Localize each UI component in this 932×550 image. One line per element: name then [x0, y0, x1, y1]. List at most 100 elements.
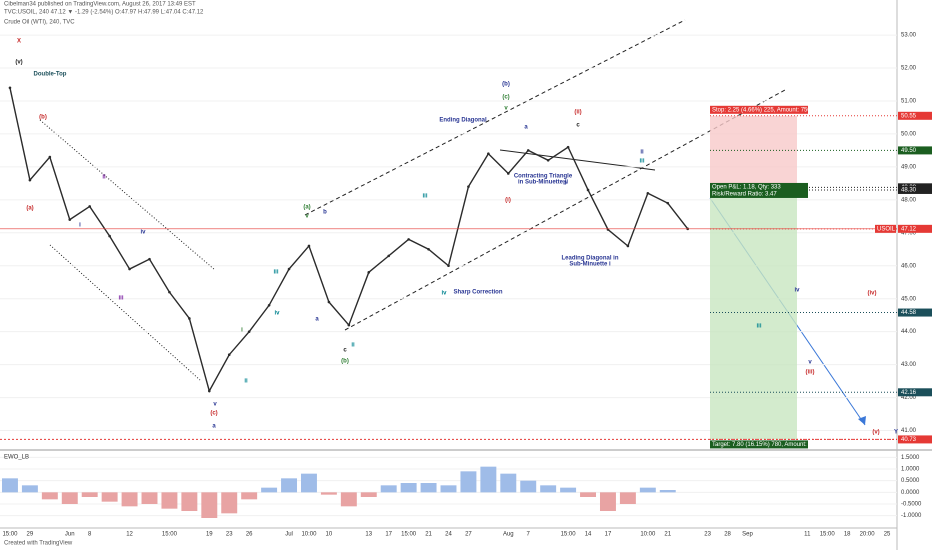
ewo-bar	[300, 473, 317, 493]
x-tick-label: 8	[88, 532, 92, 538]
ewo-bar	[360, 492, 377, 497]
wave-label: i	[241, 328, 243, 334]
ewo-bar	[141, 492, 158, 504]
ewo-bar	[41, 492, 58, 500]
wave-label: b	[323, 210, 327, 216]
ewo-bar	[580, 492, 597, 497]
y-tick-label: 47.00	[901, 230, 917, 236]
ewo-bar	[161, 492, 178, 509]
price-point	[68, 218, 72, 221]
ewo-bar	[241, 492, 258, 500]
stop-zone	[710, 115, 797, 190]
wave-label: iv	[441, 291, 447, 297]
x-tick-label: 15:00	[820, 532, 836, 538]
price-tag	[898, 111, 932, 120]
x-tick-label: 26	[246, 532, 253, 538]
price-point	[307, 244, 311, 248]
wave-label: a	[315, 317, 319, 323]
x-tick-label: 29	[27, 532, 34, 538]
wave-label: ii	[102, 175, 106, 181]
price-point	[347, 323, 351, 327]
ewo-bar	[121, 492, 138, 507]
x-tick-label: 27	[465, 532, 472, 538]
price-point	[168, 290, 171, 294]
wave-label: iv	[140, 230, 146, 236]
y-tick-label: 1.0000	[901, 467, 920, 473]
price-point	[48, 155, 52, 159]
wave-label: iii	[118, 296, 123, 302]
ewo-bar	[599, 492, 616, 511]
x-tick-label: 17	[385, 532, 392, 538]
wave-label: iii	[756, 324, 761, 330]
price-point	[487, 152, 490, 156]
ewo-bar	[101, 492, 118, 502]
x-tick-label: 13	[365, 532, 372, 538]
price-point	[626, 244, 630, 248]
wave-label: c	[576, 123, 580, 129]
x-tick-label: 24	[445, 532, 452, 538]
wave-label: Sharp Correction	[453, 290, 502, 296]
trade-label-bg	[710, 105, 808, 114]
wave-label: a	[212, 424, 216, 430]
price-point	[227, 353, 231, 357]
trade-label: Stop: 2.25 (4.66%) 225, Amount: 750.25	[712, 107, 820, 113]
wave-label: in Sub-Minuette ii	[518, 180, 568, 186]
price-point	[387, 254, 391, 258]
price-tag-label: 47.12	[901, 226, 917, 232]
ewo-bar	[560, 487, 577, 493]
ewo-bar	[659, 490, 676, 493]
symbol-title: Crude Oil (WTI), 240, TVC	[4, 20, 75, 26]
wave-label: (c)	[210, 411, 217, 417]
wave-label: a	[524, 125, 528, 131]
wave-label: (a)	[26, 206, 33, 212]
price-point	[566, 145, 570, 149]
y-tick-label: 44.00	[901, 329, 917, 335]
trade-label-bg	[710, 189, 808, 198]
price-tag	[898, 146, 932, 155]
price-point	[327, 300, 331, 304]
y-tick-label: -1.0000	[901, 513, 922, 519]
y-tick-label: 50.00	[901, 132, 917, 138]
x-tick-label: 28	[724, 532, 731, 538]
price-point	[108, 234, 111, 238]
ewo-bar	[61, 492, 78, 504]
price-point	[507, 172, 510, 175]
y-tick-label: 51.00	[901, 99, 917, 105]
x-tick-label: 10:00	[640, 532, 656, 538]
ewo-bar	[500, 473, 517, 493]
target-zone	[710, 189, 797, 440]
y-tick-label: 0.0000	[901, 490, 920, 496]
ewo-bar	[520, 480, 537, 493]
trade-label-bg	[710, 440, 808, 449]
y-tick-label: 49.00	[901, 164, 917, 170]
y-tick-label: 45.00	[901, 296, 917, 302]
wave-label: (c)	[502, 95, 509, 101]
price-tag	[898, 224, 932, 233]
price-tag-label: 44.58	[901, 310, 917, 316]
wave-label: iii	[639, 159, 644, 165]
x-tick-label: 18	[844, 532, 851, 538]
ewo-bar	[181, 492, 198, 511]
price-point	[467, 185, 470, 188]
price-point	[28, 178, 32, 182]
ewo-bar	[619, 492, 636, 504]
x-tick-label: 10	[326, 532, 333, 538]
x-tick-label: Jul	[285, 532, 293, 538]
y-tick-label: 0.5000	[901, 478, 920, 484]
price-point	[666, 201, 670, 205]
trade-label: Open P&L: 1.18, Qty: 333	[712, 185, 781, 191]
ewo-bar	[281, 478, 298, 493]
ewo-bar	[81, 492, 98, 497]
wave-label: Contracting Triangle	[514, 174, 573, 180]
price-point	[247, 330, 251, 333]
price-point	[148, 257, 151, 261]
wave-label: Double-Top	[34, 72, 67, 78]
y-tick-label: 43.00	[901, 362, 917, 368]
x-tick-label: 10:00	[301, 532, 317, 538]
wave-label: Y	[894, 430, 898, 436]
wave-label: v	[305, 214, 309, 220]
price-point	[427, 247, 430, 251]
ewo-bar	[201, 492, 218, 518]
wave-label: (i)	[505, 198, 511, 204]
